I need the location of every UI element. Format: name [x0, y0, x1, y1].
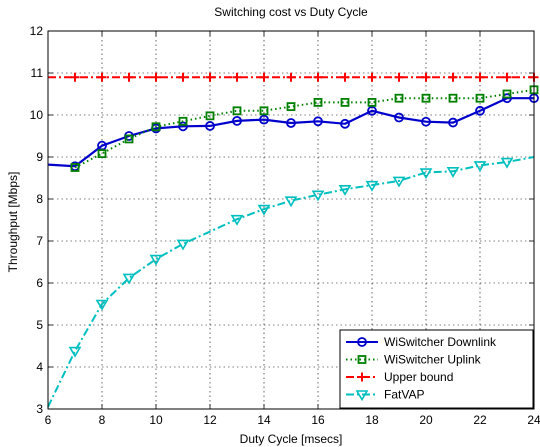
- y-tick-label: 9: [36, 150, 43, 164]
- y-tick-label: 7: [36, 234, 43, 248]
- data-point-upper-bound: [124, 72, 134, 82]
- y-tick-label: 6: [36, 276, 43, 290]
- data-point-wiswitcher-uplink: [286, 102, 296, 111]
- x-tick-label: 20: [419, 413, 433, 427]
- series-line-fatvap: [47, 156, 535, 408]
- data-point-fatvap: [419, 168, 433, 180]
- data-point-wiswitcher-uplink: [394, 93, 404, 103]
- data-point-wiswitcher-uplink: [475, 93, 485, 103]
- x-tick-label: 8: [99, 413, 106, 427]
- data-point-wiswitcher-downlink: [340, 118, 350, 129]
- data-point-upper-bound: [97, 72, 107, 82]
- data-point-fatvap: [500, 157, 514, 169]
- data-point-wiswitcher-downlink: [421, 116, 431, 127]
- legend-label-fatvap: FatVAP: [384, 388, 424, 402]
- data-point-upper-bound: [286, 72, 296, 82]
- x-axis-label: Duty Cycle [msecs]: [240, 432, 343, 446]
- data-point-fatvap: [446, 166, 460, 178]
- chart-title: Switching cost vs Duty Cycle: [214, 5, 368, 19]
- data-point-upper-bound: [205, 72, 215, 82]
- plot-area: 6 8 10 12 14 16 18 20 22 24 3 4 5 6 7 8 9 10 11 12: [30, 24, 540, 427]
- x-tick-label: 14: [257, 413, 271, 427]
- data-point-wiswitcher-uplink: [340, 98, 350, 107]
- data-point-wiswitcher-downlink: [286, 118, 296, 128]
- data-point-upper-bound: [178, 72, 188, 82]
- data-point-wiswitcher-downlink: [394, 112, 404, 123]
- data-point-wiswitcher-uplink: [367, 98, 377, 107]
- x-tick-label: 6: [45, 413, 52, 427]
- x-tick-label: 24: [527, 413, 540, 427]
- data-point-upper-bound: [340, 72, 350, 82]
- x-tick-label: 12: [203, 413, 217, 427]
- data-point-wiswitcher-uplink: [313, 98, 323, 107]
- data-point-wiswitcher-uplink: [70, 163, 80, 172]
- y-tick-label: 4: [36, 360, 43, 374]
- data-point-upper-bound: [448, 72, 458, 82]
- data-point-upper-bound: [70, 72, 80, 82]
- legend: WiSwitcher Downlink WiSwitcher Uplink Uppe…: [339, 329, 534, 409]
- data-point-wiswitcher-downlink: [232, 115, 242, 126]
- data-point-fatvap: [176, 239, 190, 251]
- y-tick-label: 8: [36, 192, 43, 206]
- legend-label-upper-bound: Upper bound: [384, 370, 453, 384]
- x-tick-label: 16: [311, 413, 325, 427]
- data-point-wiswitcher-uplink: [232, 106, 242, 116]
- data-point-wiswitcher-downlink: [448, 117, 458, 128]
- legend-marker-wiswitcher-uplink: [357, 355, 367, 364]
- data-point-wiswitcher-uplink: [178, 116, 188, 126]
- data-point-wiswitcher-downlink: [475, 105, 485, 116]
- data-point-fatvap: [122, 273, 136, 285]
- data-point-upper-bound: [421, 72, 431, 82]
- data-point-fatvap: [68, 346, 82, 358]
- data-point-wiswitcher-uplink: [124, 134, 134, 144]
- y-tick-label: 5: [36, 318, 43, 332]
- data-point-upper-bound: [151, 72, 161, 82]
- data-point-wiswitcher-uplink: [97, 149, 107, 159]
- legend-marker-upper-bound: [357, 372, 367, 382]
- y-tick-label: 12: [30, 24, 44, 38]
- data-point-fatvap: [230, 214, 244, 226]
- x-tick-label: 10: [149, 413, 163, 427]
- legend-marker-wiswitcher-downlink: [357, 337, 367, 347]
- data-point-upper-bound: [502, 72, 512, 82]
- legend-label-wiswitcher-uplink: WiSwitcher Uplink: [384, 353, 482, 367]
- data-point-fatvap: [473, 161, 487, 172]
- data-point-upper-bound: [475, 72, 485, 82]
- data-point-fatvap: [149, 254, 163, 266]
- data-point-upper-bound: [367, 72, 377, 82]
- data-point-wiswitcher-downlink: [205, 121, 215, 131]
- data-point-fatvap: [365, 180, 379, 192]
- y-tick-label: 3: [36, 402, 43, 416]
- y-tick-label: 11: [31, 66, 44, 80]
- data-point-wiswitcher-uplink: [151, 122, 161, 132]
- data-point-wiswitcher-downlink: [178, 121, 188, 132]
- data-point-upper-bound: [313, 72, 323, 82]
- series-line-wiswitcher-uplink: [74, 88, 535, 169]
- data-point-fatvap: [392, 176, 406, 188]
- data-point-upper-bound: [259, 72, 269, 82]
- y-tick-label: 10: [30, 108, 44, 122]
- plot-frame: [47, 30, 535, 410]
- x-tick-label: 18: [365, 413, 379, 427]
- x-tick-label: 22: [473, 413, 487, 427]
- data-point-wiswitcher-uplink: [259, 106, 269, 116]
- data-point-wiswitcher-downlink: [367, 105, 377, 116]
- y-axis-label: Throughput [Mbps]: [6, 172, 20, 273]
- data-point-upper-bound: [232, 72, 242, 82]
- legend-marker-fatvap: [355, 390, 369, 402]
- data-point-wiswitcher-uplink: [421, 93, 431, 103]
- legend-label-wiswitcher-downlink: WiSwitcher Downlink: [384, 335, 497, 349]
- data-point-fatvap: [257, 204, 271, 216]
- data-point-wiswitcher-uplink: [205, 111, 215, 121]
- data-point-fatvap: [311, 190, 325, 202]
- data-point-wiswitcher-downlink: [313, 116, 323, 127]
- data-point-fatvap: [95, 299, 109, 311]
- data-point-upper-bound: [394, 72, 404, 82]
- data-point-fatvap: [338, 185, 352, 196]
- data-point-wiswitcher-uplink: [448, 93, 458, 103]
- data-point-fatvap: [284, 196, 298, 208]
- data-point-wiswitcher-uplink: [502, 89, 512, 99]
- data-point-wiswitcher-downlink: [259, 114, 269, 125]
